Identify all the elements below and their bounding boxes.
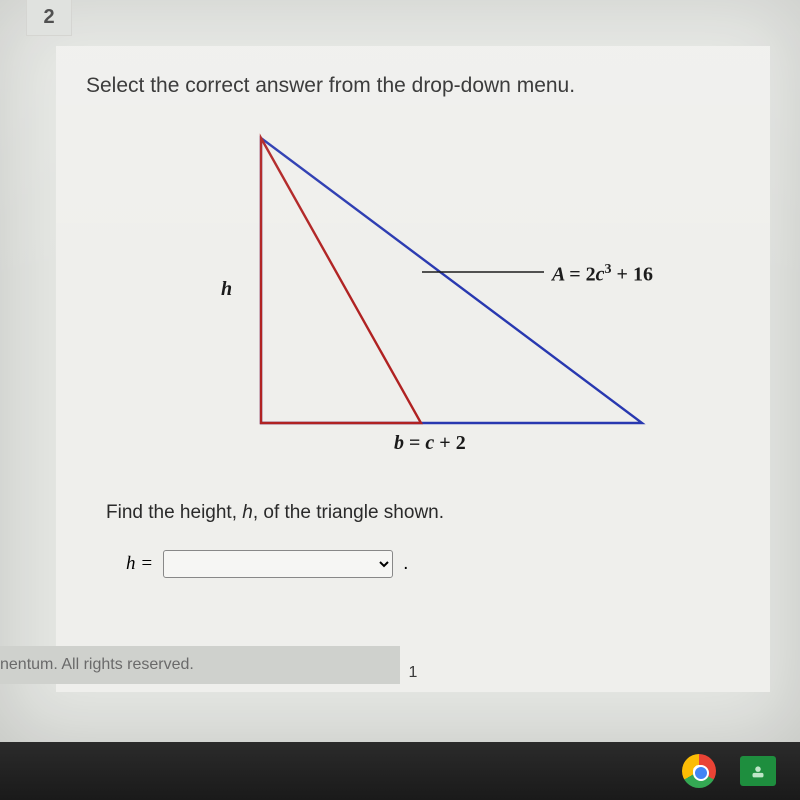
triangle-svg (166, 128, 726, 468)
question-number: 2 (43, 6, 54, 29)
inner-triangle (261, 138, 421, 423)
answer-label: h = (126, 553, 153, 575)
copyright-footer: nentum. All rights reserved. (0, 646, 400, 684)
task-variable: h (242, 502, 253, 523)
answer-row: h = . (126, 550, 740, 578)
question-content-panel: Select the correct answer from the drop-… (56, 46, 770, 692)
monitor-bezel (0, 742, 800, 800)
google-classroom-icon[interactable] (740, 756, 776, 786)
answer-dropdown[interactable] (163, 550, 393, 578)
task-suffix: , of the triangle shown. (253, 502, 444, 523)
label-base: b = c + 2 (394, 432, 466, 455)
question-number-badge: 2 (26, 0, 72, 36)
task-prefix: Find the height, (106, 502, 242, 523)
label-h: h (221, 278, 232, 301)
question-prompt: Select the correct answer from the drop-… (86, 74, 740, 98)
quiz-screen: 2 Select the correct answer from the dro… (0, 0, 800, 742)
task-instruction: Find the height, h, of the triangle show… (106, 502, 740, 524)
chrome-icon[interactable] (682, 754, 716, 788)
page-number: 1 (409, 664, 418, 682)
triangle-figure: h A = 2c3 + 16 b = c + 2 (166, 128, 726, 468)
copyright-text: nentum. All rights reserved. (0, 656, 194, 674)
answer-period: . (403, 553, 408, 575)
taskbar (0, 742, 800, 800)
label-area: A = 2c3 + 16 (552, 262, 653, 287)
